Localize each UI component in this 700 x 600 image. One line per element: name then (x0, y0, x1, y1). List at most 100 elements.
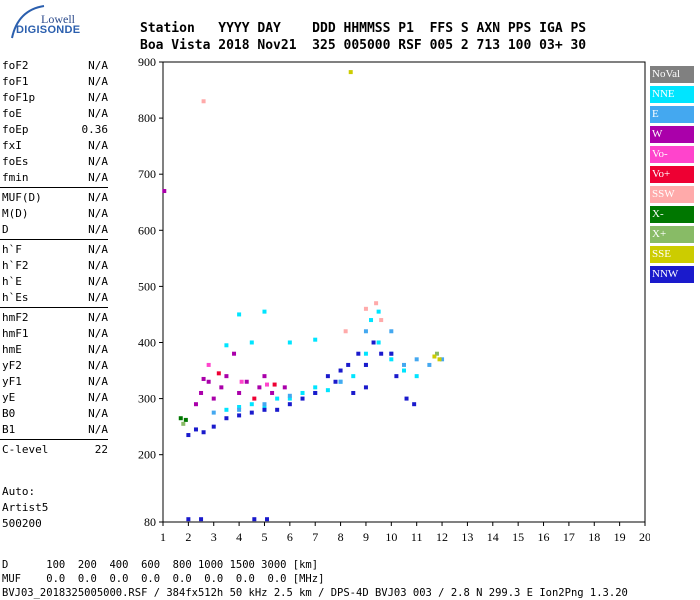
data-point-ssw (379, 318, 384, 323)
data-point-w (232, 351, 237, 356)
data-point-nne (313, 337, 318, 342)
data-point-e (389, 329, 394, 334)
param-value: N/A (88, 243, 108, 256)
y-tick-label: 300 (138, 392, 156, 406)
param-value: N/A (88, 75, 108, 88)
data-point-nnw (287, 402, 292, 407)
param-value: N/A (88, 327, 108, 340)
data-point-e (338, 379, 343, 384)
param-value: N/A (88, 311, 108, 324)
param-row: fmin N/A (0, 170, 112, 186)
data-point-w (206, 379, 211, 384)
param-name: h`F (2, 243, 22, 256)
legend-item-ssw: SSW (650, 186, 694, 203)
data-point-w (224, 374, 229, 379)
data-point-e (287, 393, 292, 398)
x-tick-label: 13 (461, 530, 473, 544)
param-row: foF2 N/A (0, 58, 112, 74)
data-point-nne (249, 340, 254, 345)
data-point-nne (313, 385, 318, 390)
data-point-ssw (363, 306, 368, 311)
param-value: N/A (88, 391, 108, 404)
x-tick-label: 15 (512, 530, 524, 544)
data-point-w (162, 189, 167, 194)
x-tick-label: 19 (614, 530, 626, 544)
legend-item-sse: SSE (650, 246, 694, 263)
data-point-nnw (351, 390, 356, 395)
data-point-w (193, 402, 198, 407)
x-tick-label: 14 (487, 530, 499, 544)
param-value: N/A (88, 207, 108, 220)
data-point-nnw (262, 407, 267, 412)
data-point-nnw (186, 433, 191, 438)
data-point-w (257, 385, 262, 390)
data-point-nne (262, 309, 267, 314)
param-name: foEp (2, 123, 29, 136)
data-point-nnw (338, 368, 343, 373)
data-point-w (211, 396, 216, 401)
param-name: foE (2, 107, 22, 120)
param-name: foF1p (2, 91, 36, 104)
param-value: N/A (88, 423, 108, 436)
data-point-w (262, 374, 267, 379)
data-point-nnw (333, 379, 338, 384)
data-point-nne (275, 396, 280, 401)
data-point-nne (300, 390, 305, 395)
data-point-nnw (249, 410, 254, 415)
param-value: N/A (88, 155, 108, 168)
param-row: h`F2 N/A (0, 258, 112, 274)
data-point-w (201, 376, 206, 381)
param-value: N/A (88, 359, 108, 372)
data-point-sse (432, 354, 437, 359)
auto-scaling-info: Auto: Artist5 500200 (2, 484, 48, 532)
x-tick-label: 4 (236, 530, 242, 544)
logo-text-lowell: Lowell (41, 12, 75, 26)
x-tick-label: 1 (160, 530, 166, 544)
data-point-nnw (371, 340, 376, 345)
param-row: foEp 0.36 (0, 122, 112, 138)
x-tick-label: 20 (639, 530, 650, 544)
logo-text-digisonde: DIGISONDE (16, 24, 81, 36)
data-point-w (219, 385, 224, 390)
param-row: hmF2 N/A (0, 310, 112, 326)
data-point-nnw (389, 351, 394, 356)
data-point-nne (389, 357, 394, 362)
y-tick-label: 600 (138, 223, 156, 237)
data-point-x- (181, 421, 186, 426)
data-point-x- (434, 351, 439, 356)
y-tick-label: 400 (138, 335, 156, 349)
data-point-nne (224, 343, 229, 348)
data-point-nnw (404, 396, 409, 401)
param-value: N/A (88, 171, 108, 184)
y-tick-label: 200 (138, 448, 156, 462)
param-row: h`E N/A (0, 274, 112, 290)
data-point-nne (351, 374, 356, 379)
x-tick-label: 8 (338, 530, 344, 544)
data-point-sse (348, 70, 353, 75)
data-point-nne (287, 340, 292, 345)
legend-item-e: E (650, 106, 694, 123)
data-point-e (211, 410, 216, 415)
data-point-nne (237, 405, 242, 409)
data-point-e (427, 362, 432, 367)
legend-item-w: W (650, 126, 694, 143)
data-point-vo- (216, 371, 221, 376)
param-value: N/A (88, 407, 108, 420)
x-tick-label: 3 (211, 530, 217, 544)
data-point-nnw (394, 374, 399, 379)
data-point-nne (376, 340, 381, 345)
data-point-nne (224, 407, 229, 412)
data-point-nnw (313, 390, 318, 395)
param-row: yF1 N/A (0, 374, 112, 390)
param-name: h`Es (2, 291, 29, 304)
data-point-nnw (363, 385, 368, 390)
x-tick-label: 12 (436, 530, 448, 544)
data-point-vo- (252, 396, 257, 401)
param-row: foE N/A (0, 106, 112, 122)
data-point-vo- (239, 379, 244, 384)
param-row: yF2 N/A (0, 358, 112, 374)
x-tick-label: 5 (261, 530, 267, 544)
auto-code: 500200 (2, 517, 42, 530)
param-row: foF1p N/A (0, 90, 112, 106)
data-point-ssw (201, 99, 206, 104)
